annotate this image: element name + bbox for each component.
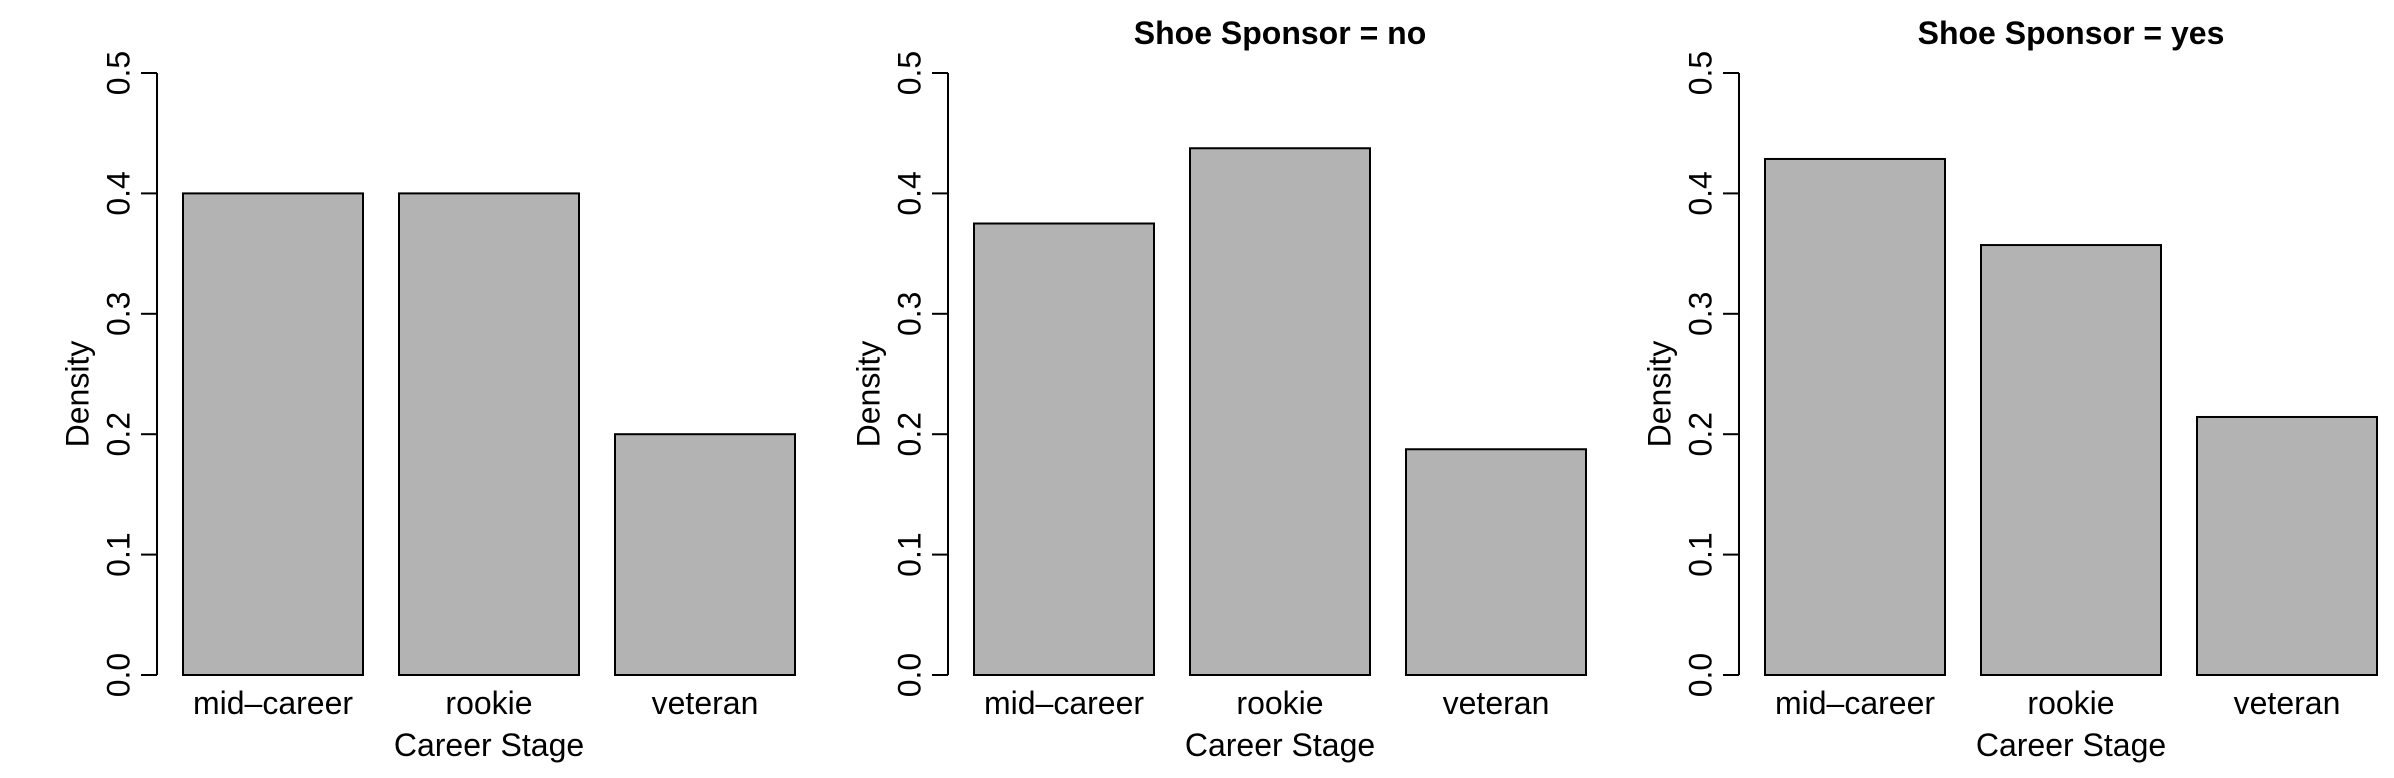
y-tick-label: 0.4	[1682, 171, 1718, 215]
chart-panel-3: Shoe Sponsor = yes 0.0 0.1 0.2 0.3 0.4 0.5 Dens…	[1641, 15, 2378, 763]
bar-3	[614, 433, 796, 677]
y-tick-label: 0.1	[100, 532, 136, 576]
bar-2	[1189, 147, 1371, 676]
x-category-label: veteran	[652, 685, 759, 721]
panel-title: Shoe Sponsor = yes	[1918, 15, 2225, 51]
bar-3	[2196, 415, 2378, 676]
y-tick-label: 0.3	[1682, 292, 1718, 336]
y-axis-title: Density	[1641, 341, 1677, 448]
y-axis-title: Density	[59, 341, 95, 448]
x-axis-title: Career Stage	[394, 727, 584, 763]
x-category-label: mid–career	[1775, 685, 1935, 721]
y-tick-label: 0.0	[100, 653, 136, 697]
y-tick-label: 0.5	[891, 51, 927, 95]
bar-3	[1405, 448, 1587, 676]
x-category-label: rookie	[2027, 685, 2114, 721]
bar-1	[973, 222, 1155, 676]
x-category-label: veteran	[2234, 685, 2341, 721]
bar-2	[1980, 244, 2162, 676]
chart-panel-1: 0.0 0.1 0.2 0.3 0.4 0.5 Density mid–career rooki…	[59, 51, 796, 763]
x-category-label: rookie	[445, 685, 532, 721]
y-tick-label: 0.0	[891, 653, 927, 697]
y-tick-label: 0.1	[1682, 532, 1718, 576]
y-tick-label: 0.2	[1682, 412, 1718, 456]
y-tick-label: 0.4	[891, 171, 927, 215]
y-axis-title: Density	[850, 341, 886, 448]
bar-2	[398, 192, 580, 676]
chart-panel-2: Shoe Sponsor = no 0.0 0.1 0.2 0.3 0.4 0.5 Densi…	[850, 15, 1587, 763]
x-axis-title: Career Stage	[1976, 727, 2166, 763]
x-category-label: mid–career	[984, 685, 1144, 721]
y-tick-label: 0.5	[100, 51, 136, 95]
y-tick-label: 0.0	[1682, 653, 1718, 697]
y-tick-label: 0.2	[891, 412, 927, 456]
y-tick-label: 0.3	[891, 292, 927, 336]
panel-title: Shoe Sponsor = no	[1134, 15, 1426, 51]
x-axis-title: Career Stage	[1185, 727, 1375, 763]
x-category-label: veteran	[1443, 685, 1550, 721]
bar-1	[182, 192, 364, 676]
y-tick-label: 0.5	[1682, 51, 1718, 95]
y-tick-label: 0.1	[891, 532, 927, 576]
x-category-label: mid–career	[193, 685, 353, 721]
y-tick-label: 0.2	[100, 412, 136, 456]
y-tick-label: 0.3	[100, 292, 136, 336]
bar-1	[1764, 157, 1946, 677]
y-tick-label: 0.4	[100, 171, 136, 215]
x-category-label: rookie	[1236, 685, 1323, 721]
